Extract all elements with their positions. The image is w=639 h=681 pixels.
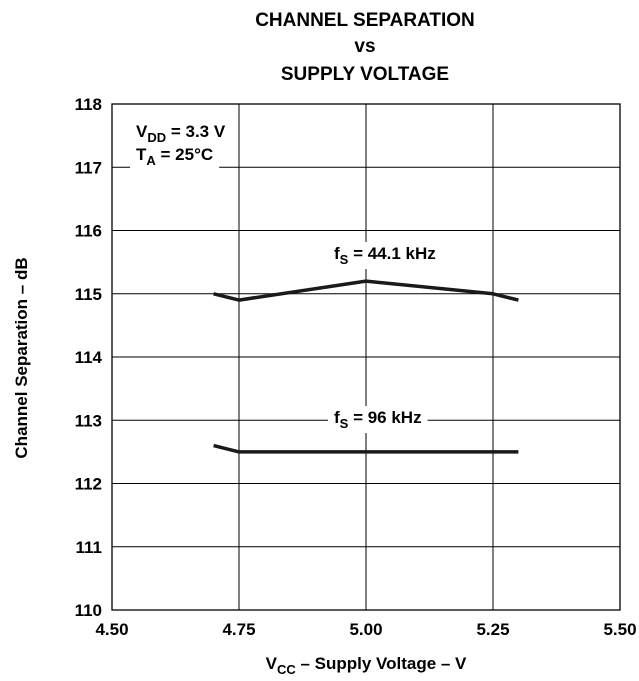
chart-title-line-2: vs xyxy=(354,36,375,57)
series-label-44k: fS = 44.1 kHz xyxy=(334,244,436,267)
series-label-96k: fS = 96 kHz xyxy=(334,408,422,431)
x-tick-label: 5.25 xyxy=(476,620,509,639)
label-mask xyxy=(130,120,232,147)
x-tick-label: 5.00 xyxy=(349,620,382,639)
x-tick-label: 4.50 xyxy=(95,620,128,639)
y-tick-label: 111 xyxy=(76,538,103,557)
label-masks xyxy=(130,120,442,433)
y-tick-label: 110 xyxy=(75,601,102,620)
y-tick-label: 117 xyxy=(75,158,102,177)
y-axis-label: Channel Separation – dB xyxy=(12,257,31,458)
y-tick-label: 115 xyxy=(75,285,102,304)
y-tick-label: 113 xyxy=(75,411,102,430)
chart-title-line-1: CHANNEL SEPARATION xyxy=(255,10,475,31)
y-tick-label: 116 xyxy=(75,222,102,241)
label-mask xyxy=(130,143,220,170)
x-tick-label: 5.50 xyxy=(603,620,636,639)
y-tick-labels: 110 111 112 113 114 115 116 117 118 xyxy=(75,95,103,620)
y-tick-label: 114 xyxy=(75,348,103,367)
x-axis-label: VCC – Supply Voltage – V xyxy=(266,654,467,677)
y-tick-label: 112 xyxy=(75,475,102,494)
condition-vdd: VDD = 3.3 V xyxy=(136,122,226,145)
label-mask xyxy=(328,406,428,433)
y-tick-label: 118 xyxy=(75,95,102,114)
label-mask xyxy=(328,242,442,269)
x-tick-labels: 4.50 4.75 5.00 5.25 5.50 xyxy=(95,620,636,639)
x-tick-label: 4.75 xyxy=(222,620,255,639)
series-lines xyxy=(213,279,519,454)
plot-frame xyxy=(111,103,621,611)
chart-title-line-3: SUPPLY VOLTAGE xyxy=(281,64,449,85)
condition-ta: TA = 25°C xyxy=(136,145,213,168)
grid xyxy=(111,103,621,611)
